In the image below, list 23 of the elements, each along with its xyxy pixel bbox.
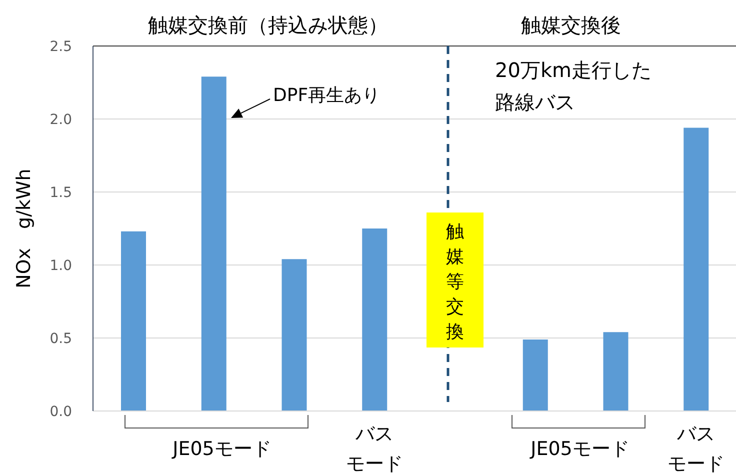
bar [282, 259, 307, 411]
y-tick-label: 2.5 [50, 38, 72, 55]
y-tick-label: 2.0 [50, 112, 72, 128]
bar [603, 332, 628, 411]
text: 触媒交換前（持込み状態） [148, 13, 388, 37]
y-axis-title: NOx g/kWh [13, 168, 35, 288]
y-tick-label: 0.5 [50, 330, 72, 347]
bar [522, 339, 548, 411]
x-tick-label: バスモード [346, 423, 403, 474]
annotation: 触媒等交換 [446, 222, 464, 342]
annotation: DPF再生あり [273, 85, 380, 106]
y-tick-label: 0.0 [50, 404, 72, 420]
y-tick-label: 1.5 [50, 184, 72, 201]
y-tick-label: 1.0 [50, 258, 72, 274]
bar [362, 228, 388, 411]
text: 触媒交換後 [521, 13, 621, 37]
bar [201, 76, 226, 411]
text: JE05モード [530, 438, 630, 460]
bar [121, 231, 146, 411]
x-tick-label: バスモード [667, 423, 724, 474]
annotation: 20万km走行した路線バス [495, 58, 652, 114]
text: JE05モード [172, 438, 272, 460]
bar [684, 128, 709, 411]
